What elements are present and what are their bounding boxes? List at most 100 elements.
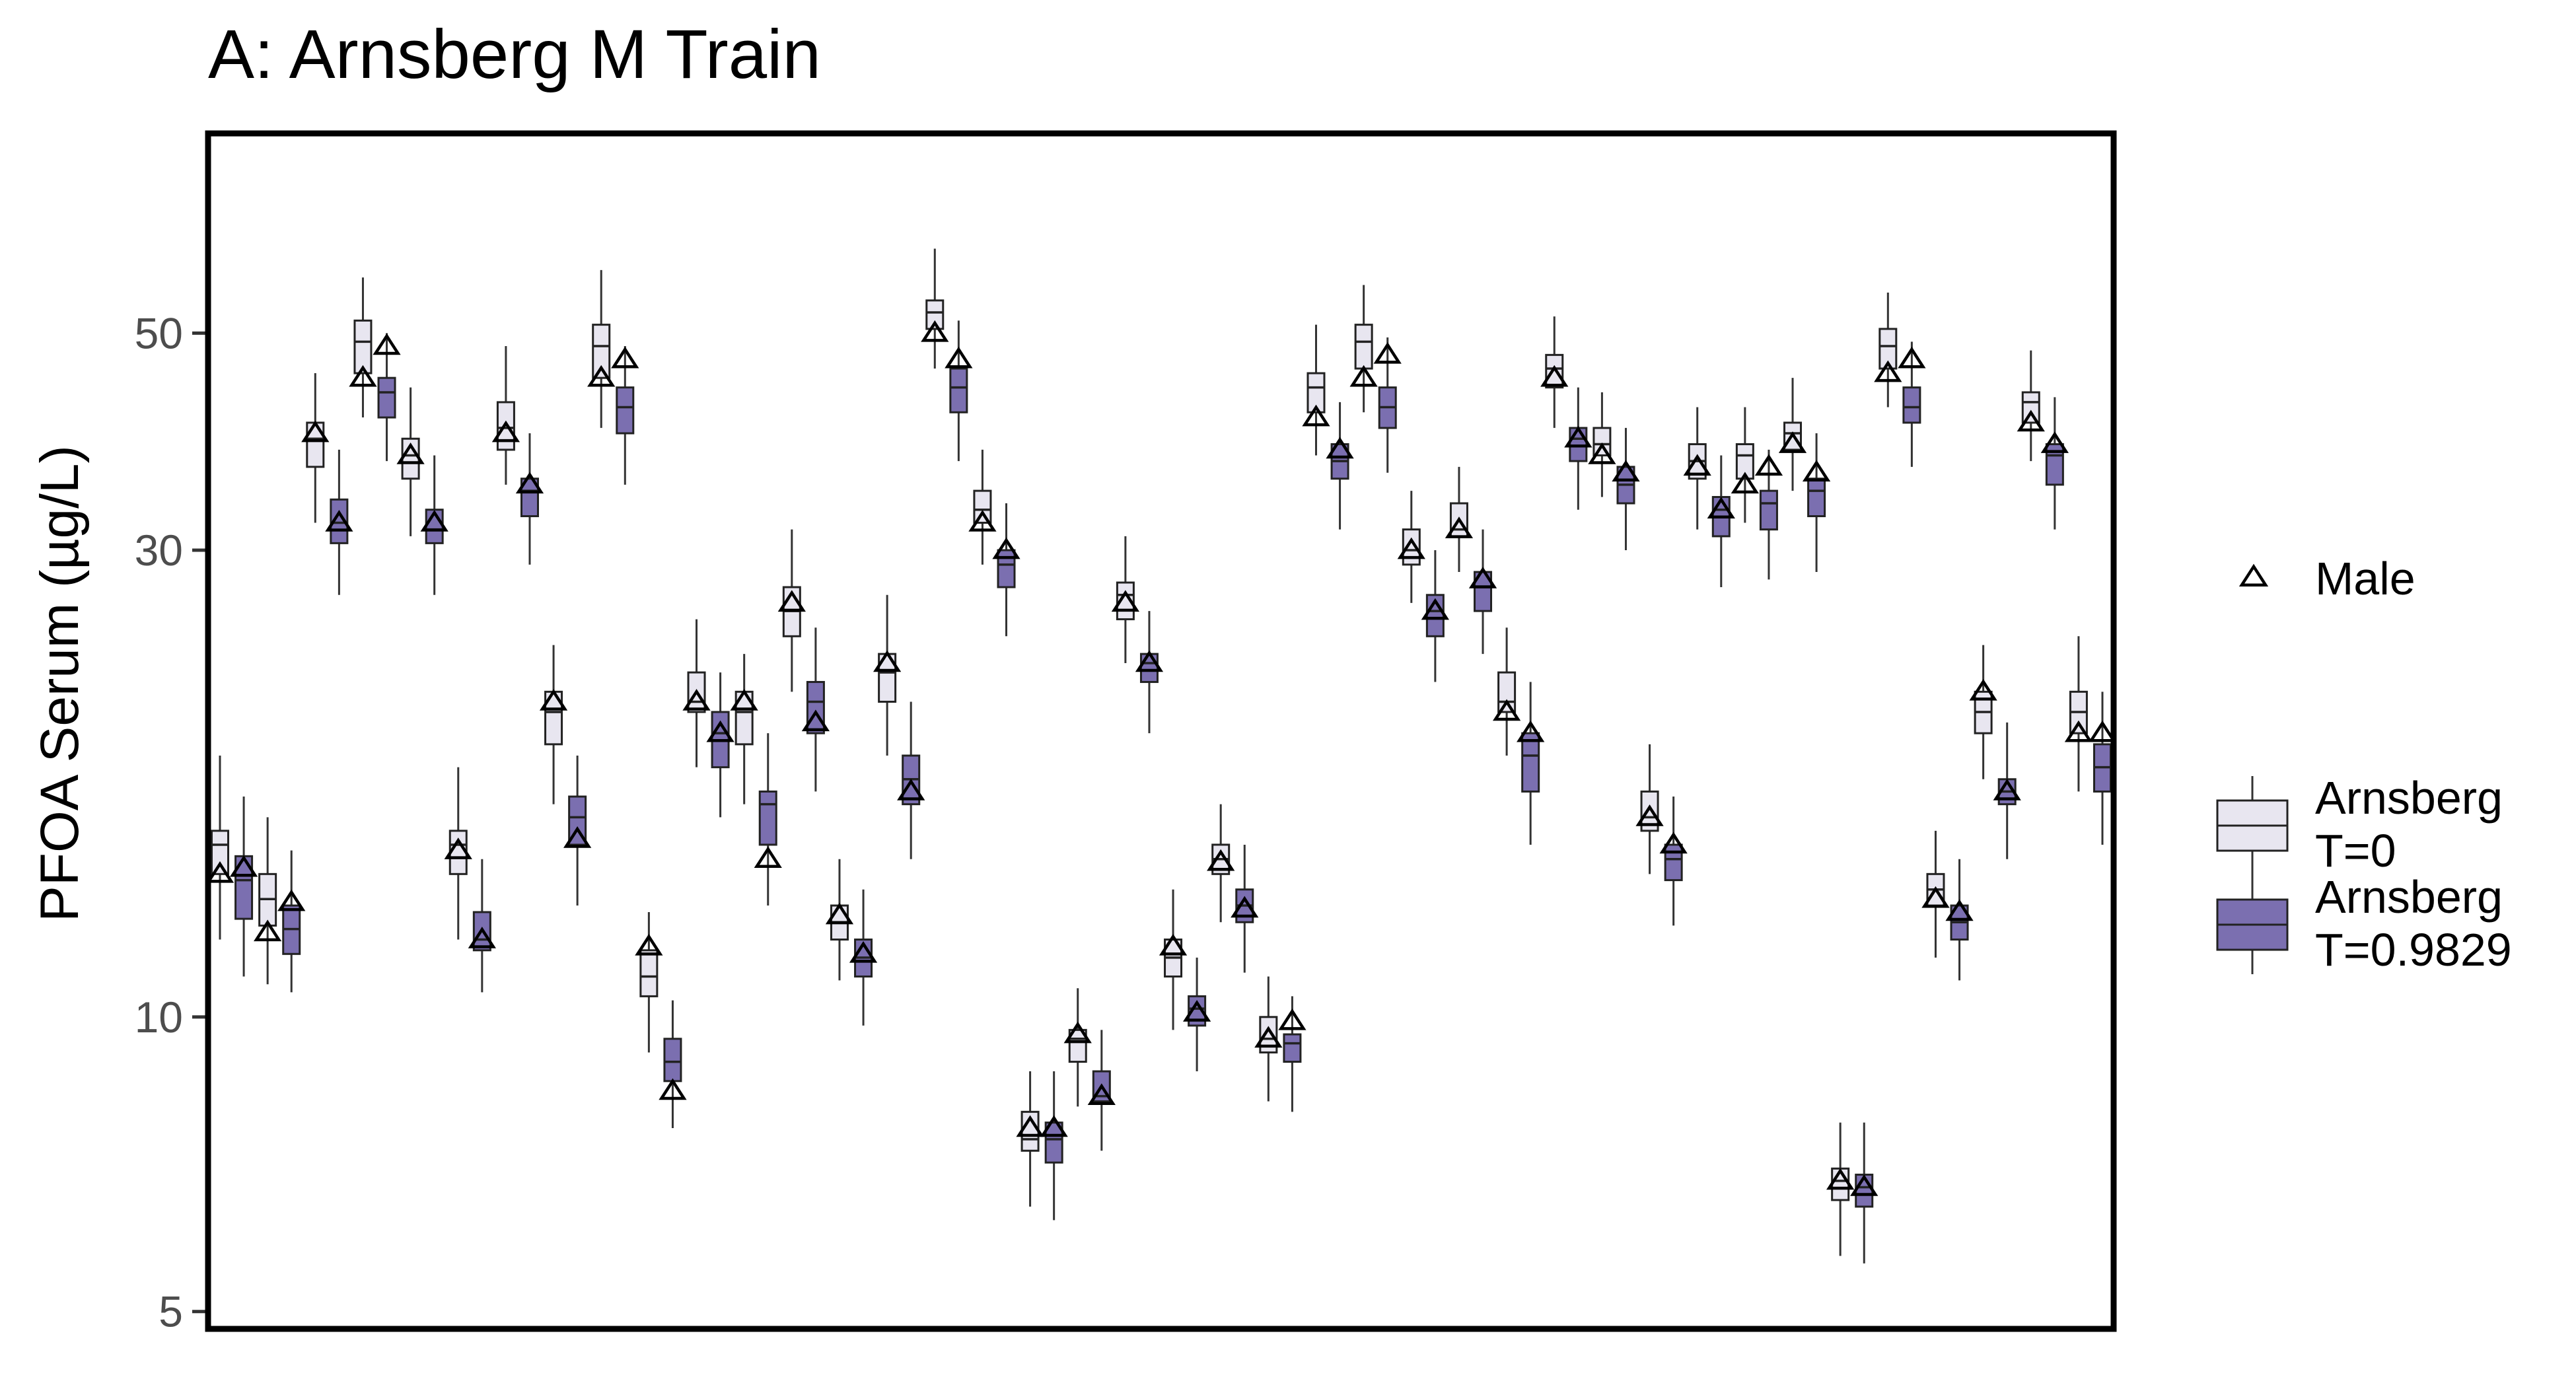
box-t0	[1349, 285, 1378, 413]
male-point	[205, 861, 234, 883]
male-point	[1231, 896, 1259, 918]
box-t0	[1778, 378, 1807, 491]
legend-fill-label-line2: T=0	[2315, 825, 2396, 876]
y-tick-label: 5	[159, 1287, 183, 1336]
male-point	[1349, 365, 1378, 387]
male-point	[1898, 346, 1926, 369]
box	[496, 401, 515, 451]
box-t1	[1421, 550, 1450, 682]
male-point	[468, 927, 496, 948]
box	[1807, 478, 1826, 518]
box-t0	[873, 594, 902, 756]
box	[1497, 671, 1517, 713]
box-t1	[420, 455, 448, 595]
male-point	[1468, 566, 1497, 588]
male-point	[1302, 404, 1330, 427]
box-t0	[587, 269, 616, 428]
box	[353, 319, 373, 374]
box-t1	[945, 320, 973, 462]
male-point	[730, 689, 758, 711]
box	[1664, 843, 1683, 882]
box-t1	[468, 859, 496, 993]
male-point	[1207, 849, 1235, 871]
y-tick-label: 50	[135, 308, 183, 357]
plot-marks	[205, 248, 2117, 1263]
male-point	[229, 855, 258, 877]
box-t1	[1040, 1071, 1068, 1221]
male-point	[1993, 778, 2021, 800]
box-t1	[1468, 529, 1497, 655]
box	[663, 1038, 682, 1083]
male-point	[1754, 454, 1783, 476]
box	[1044, 1121, 1063, 1164]
box-t0	[777, 529, 806, 692]
box-t1	[1993, 722, 2021, 859]
male-point	[2017, 409, 2045, 432]
male-point	[1040, 1115, 1068, 1137]
box-t0	[1397, 491, 1425, 603]
male-point	[825, 902, 854, 925]
box-t0	[2017, 350, 2045, 462]
male-point	[1445, 516, 1474, 538]
male-point	[373, 333, 401, 355]
box	[616, 386, 635, 435]
box	[306, 421, 325, 468]
male-point	[754, 846, 782, 869]
box-t1	[1087, 1030, 1116, 1151]
box-t0	[1540, 316, 1569, 428]
box-t1	[1754, 449, 1783, 580]
box-t0	[1969, 645, 1997, 779]
box-t0	[1207, 804, 1235, 923]
male-point	[2064, 720, 2093, 742]
male-point	[2040, 431, 2069, 453]
male-point	[873, 650, 902, 672]
box	[973, 489, 992, 524]
box	[1759, 489, 1778, 531]
male-point	[587, 365, 616, 387]
male-point	[968, 510, 997, 532]
male-point	[1016, 1115, 1044, 1137]
male-point	[682, 689, 711, 711]
male-point	[1969, 678, 1997, 701]
male-point	[1683, 454, 1711, 476]
male-point	[396, 443, 425, 464]
male-point	[1850, 1174, 1878, 1196]
box-t1	[1802, 433, 1831, 573]
box	[377, 376, 396, 419]
box	[448, 830, 468, 875]
male-point	[277, 889, 306, 911]
male-point	[1278, 1008, 1306, 1030]
male-point	[1945, 899, 1974, 921]
box	[997, 549, 1016, 588]
y-axis-label: PFOA Serum (µg/L)	[30, 445, 90, 922]
plot-frame	[205, 130, 2117, 1332]
male-point	[992, 537, 1020, 559]
male-point	[1707, 497, 1735, 518]
box-t0	[1826, 1122, 1855, 1256]
box-t1	[1850, 1122, 1878, 1263]
male-point	[1182, 999, 1211, 1022]
male-point	[921, 320, 949, 342]
y-axis: 5 10 30 50	[135, 308, 208, 1336]
male-point	[706, 720, 734, 742]
chart-title: A: Arnsberg M Train	[208, 16, 821, 93]
box-t1	[1182, 957, 1211, 1072]
box-t0	[825, 859, 854, 981]
male-point	[1588, 443, 1616, 464]
male-point	[1135, 650, 1164, 672]
male-point	[1254, 1026, 1283, 1048]
box-t1	[992, 503, 1020, 637]
box	[1592, 427, 1612, 456]
y-tick-label: 10	[135, 993, 183, 1042]
legend-male-label: Male	[2315, 553, 2415, 604]
male-point	[1826, 1168, 1855, 1190]
male-point	[539, 689, 568, 711]
male-point	[1087, 1083, 1116, 1105]
box-t1	[1231, 844, 1259, 973]
box-t0	[1635, 744, 1664, 874]
male-point	[1326, 437, 1354, 459]
box	[1354, 324, 1373, 370]
box-t1	[1373, 337, 1402, 473]
